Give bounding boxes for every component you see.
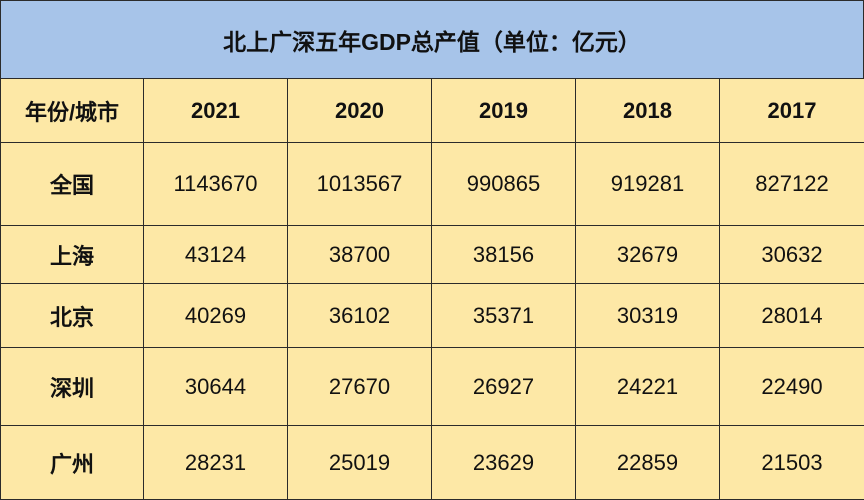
- table-cell: 43124: [143, 225, 288, 284]
- table-cell: 25019: [287, 425, 432, 500]
- table-cell: 36102: [287, 283, 432, 348]
- table-cell: 35371: [431, 283, 576, 348]
- table-cell: 28231: [143, 425, 288, 500]
- column-header: 年份/城市: [0, 78, 144, 143]
- table-cell: 919281: [575, 142, 720, 226]
- table-cell: 40269: [143, 283, 288, 348]
- table-cell: 32679: [575, 225, 720, 284]
- row-header: 深圳: [0, 347, 144, 426]
- table-cell: 30319: [575, 283, 720, 348]
- table-cell: 990865: [431, 142, 576, 226]
- table-cell: 30632: [719, 225, 864, 284]
- column-header: 2020: [287, 78, 432, 143]
- column-header: 2018: [575, 78, 720, 143]
- table-cell: 21503: [719, 425, 864, 500]
- table-cell: 26927: [431, 347, 576, 426]
- table-cell: 28014: [719, 283, 864, 348]
- table-cell: 24221: [575, 347, 720, 426]
- table-cell: 38700: [287, 225, 432, 284]
- table-cell: 38156: [431, 225, 576, 284]
- table-cell: 23629: [431, 425, 576, 500]
- table-cell: 27670: [287, 347, 432, 426]
- table-title: 北上广深五年GDP总产值（单位：亿元）: [0, 0, 864, 79]
- table-cell: 827122: [719, 142, 864, 226]
- table-cell: 22490: [719, 347, 864, 426]
- column-header: 2021: [143, 78, 288, 143]
- table-cell: 1143670: [143, 142, 288, 226]
- column-header: 2019: [431, 78, 576, 143]
- column-header: 2017: [719, 78, 864, 143]
- table-cell: 1013567: [287, 142, 432, 226]
- row-header: 广州: [0, 425, 144, 500]
- row-header: 北京: [0, 283, 144, 348]
- row-header: 全国: [0, 142, 144, 226]
- table-cell: 30644: [143, 347, 288, 426]
- table-cell: 22859: [575, 425, 720, 500]
- row-header: 上海: [0, 225, 144, 284]
